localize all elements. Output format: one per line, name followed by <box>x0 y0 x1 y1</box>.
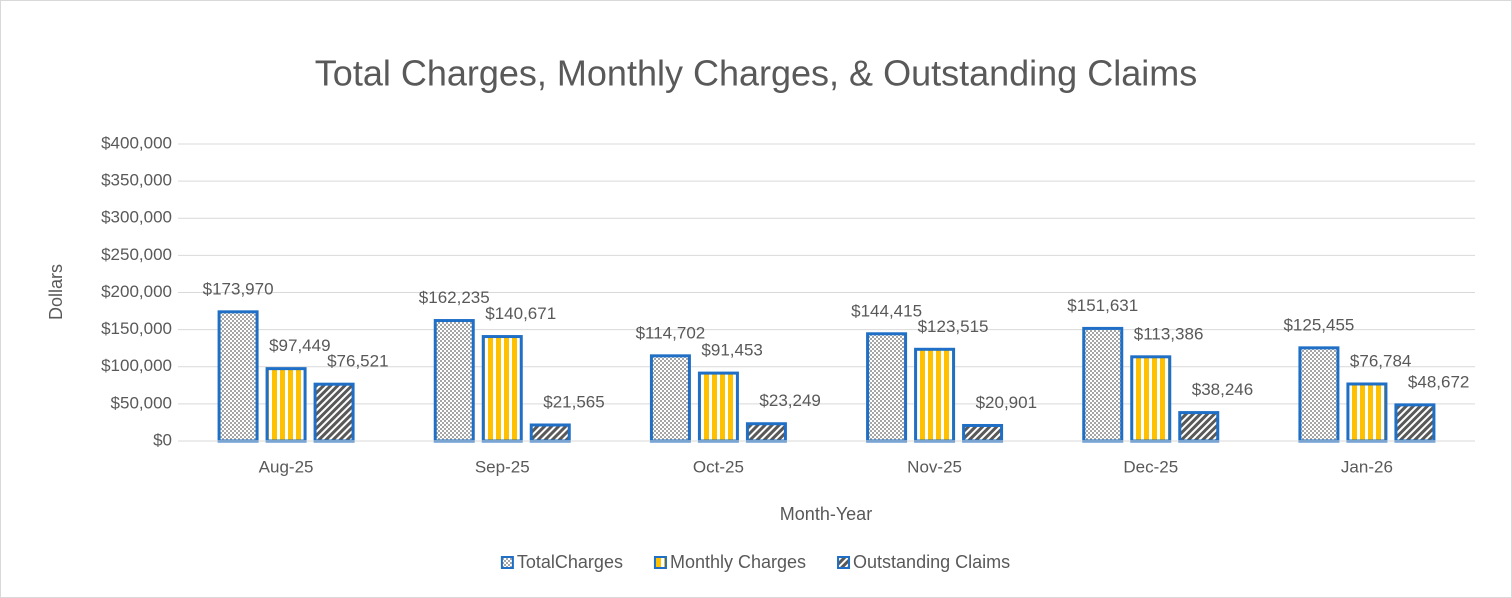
bar <box>962 423 1004 443</box>
data-label: $162,235 <box>419 288 490 307</box>
data-label: $151,631 <box>1067 296 1138 315</box>
data-label: $144,415 <box>851 301 922 320</box>
data-label: $113,386 <box>1134 324 1204 343</box>
bar <box>649 354 691 443</box>
bar <box>265 367 307 443</box>
bar <box>217 310 259 443</box>
data-label: $97,449 <box>269 336 330 355</box>
y-tick-label: $300,000 <box>101 208 172 227</box>
y-tick-label: $200,000 <box>101 282 172 301</box>
bar <box>433 319 475 443</box>
bar <box>1178 411 1220 443</box>
x-tick-label: Aug-25 <box>259 457 314 476</box>
data-label: $48,672 <box>1408 372 1469 391</box>
x-tick-label: Sep-25 <box>475 457 530 476</box>
x-axis-label: Month-Year <box>780 504 872 524</box>
bar <box>529 423 571 443</box>
bar <box>313 382 355 443</box>
y-tick-label: $100,000 <box>101 356 172 375</box>
data-label: $125,455 <box>1283 315 1354 334</box>
data-label: $76,784 <box>1350 351 1411 370</box>
legend-label: Monthly Charges <box>670 552 806 572</box>
bar <box>1298 346 1340 443</box>
x-tick-label: Dec-25 <box>1123 457 1178 476</box>
data-label: $114,702 <box>636 323 706 342</box>
y-tick-label: $250,000 <box>101 245 172 264</box>
x-tick-label: Oct-25 <box>693 457 744 476</box>
bar <box>866 332 908 443</box>
legend-swatch <box>500 556 514 569</box>
y-tick-label: $150,000 <box>101 319 172 338</box>
data-label: $38,246 <box>1192 380 1253 399</box>
bar <box>745 422 787 443</box>
bar <box>1130 355 1172 443</box>
y-tick-label: $0 <box>153 430 172 449</box>
data-label: $140,671 <box>485 304 556 323</box>
bar <box>697 371 739 443</box>
bar <box>481 335 523 443</box>
legend-label: TotalCharges <box>517 552 623 572</box>
data-label: $76,521 <box>327 352 388 371</box>
y-axis-label: Dollars <box>46 264 66 320</box>
x-tick-label: Nov-25 <box>907 457 962 476</box>
bar <box>1082 326 1124 443</box>
data-label: $23,249 <box>759 391 820 410</box>
bar <box>914 347 956 443</box>
data-label: $123,515 <box>918 317 989 336</box>
data-label: $173,970 <box>203 279 274 298</box>
legend-swatch <box>837 556 851 569</box>
x-tick-label: Jan-26 <box>1341 457 1393 476</box>
legend-label: Outstanding Claims <box>853 552 1010 572</box>
y-tick-label: $350,000 <box>101 171 172 190</box>
chart-title: Total Charges, Monthly Charges, & Outsta… <box>315 53 1197 94</box>
y-tick-label: $50,000 <box>111 393 172 412</box>
data-label: $91,453 <box>701 341 762 360</box>
data-label: $20,901 <box>976 393 1037 412</box>
bar <box>1394 403 1436 443</box>
legend-swatch <box>653 556 667 569</box>
y-tick-label: $400,000 <box>101 133 172 152</box>
bar <box>1346 382 1388 443</box>
data-label: $21,565 <box>543 392 604 411</box>
